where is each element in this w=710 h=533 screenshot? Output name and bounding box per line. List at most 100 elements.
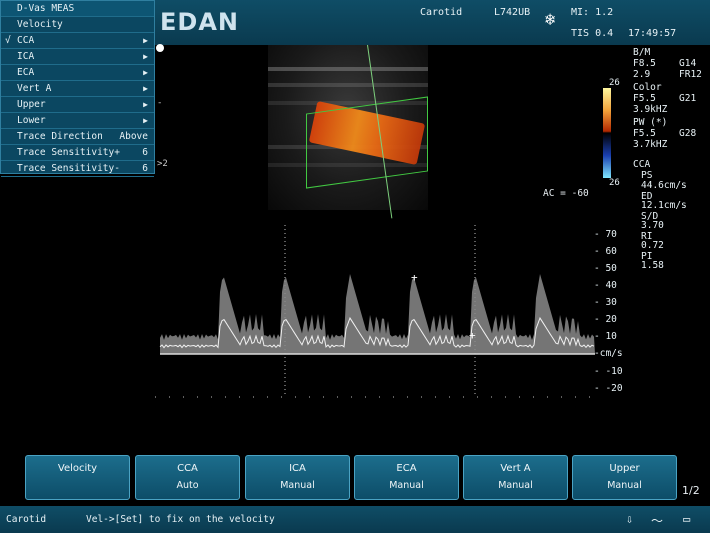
svg-text:+: + xyxy=(469,329,476,342)
ps-value: 44.6cm/s xyxy=(641,180,687,191)
softkey-label: Velocity xyxy=(57,463,98,474)
status-hint: Vel->[Set] to fix on the velocity xyxy=(86,514,275,525)
softkey-eca-button[interactable]: ECA Manual xyxy=(354,455,459,500)
colorbar-top-label: 26 xyxy=(609,78,620,88)
orientation-dot xyxy=(156,44,164,52)
menu-title: D-Vas MEAS xyxy=(1,1,154,17)
depth-tick: - xyxy=(157,98,163,108)
menu-item-cca[interactable]: √ CCA ▶ xyxy=(1,33,154,49)
ed-label: ED xyxy=(641,191,653,202)
velocity-scale-label: - 20 xyxy=(594,314,617,325)
menu-item-label: Lower xyxy=(17,115,46,126)
color-gain: G21 xyxy=(679,93,697,104)
menu-item-lower[interactable]: Lower ▶ xyxy=(1,113,154,129)
bm-depth: 2.9 xyxy=(633,69,651,80)
usb-icon: ⇩ xyxy=(626,512,634,526)
softkey-label: ICA xyxy=(289,463,306,474)
bm-freq: F8.5 xyxy=(633,58,656,69)
pw-freq: F5.5 xyxy=(633,128,656,139)
pw-prf: 3.7kHZ xyxy=(633,139,668,150)
svg-text:+: + xyxy=(411,271,418,284)
menu-item-label: ICA xyxy=(17,51,35,62)
meas-vessel: CCA xyxy=(633,159,651,170)
softkey-cca-button[interactable]: CCA Auto xyxy=(135,455,240,500)
softkey-upper-button[interactable]: Upper Manual xyxy=(572,455,677,500)
menu-item-label: Upper xyxy=(17,99,46,110)
color-freq: F5.5 xyxy=(633,93,656,104)
clock: 17:49:57 xyxy=(628,28,677,39)
menu-item-upper[interactable]: Upper ▶ xyxy=(1,97,154,113)
bm-frame-rate: FR12 xyxy=(679,69,702,80)
softkey-label: CCA xyxy=(177,463,198,474)
mi-value: MI: 1.2 xyxy=(571,7,614,18)
pw-gain: G28 xyxy=(679,128,697,139)
edan-logo: EDAN xyxy=(160,8,239,36)
softkey-sublabel: Auto xyxy=(176,480,199,491)
menu-item-value: 6 xyxy=(142,163,148,174)
chevron-right-icon: ▶ xyxy=(143,116,148,125)
colorbar-bottom-label: 26 xyxy=(609,178,620,188)
chevron-right-icon: ▶ xyxy=(143,68,148,77)
sd-value: 3.70 xyxy=(641,220,664,231)
status-exam: Carotid xyxy=(6,514,47,525)
softkey-label: ECA xyxy=(396,463,417,474)
doppler-spectrum: + + xyxy=(155,225,595,398)
menu-item-velocity[interactable]: Velocity xyxy=(1,17,154,33)
softkey-label: Vert A xyxy=(500,463,531,474)
ed-value: 12.1cm/s xyxy=(641,200,687,211)
menu-item-label: ECA xyxy=(17,67,35,78)
menu-item-label: Vert A xyxy=(17,83,52,94)
menu-item-label: Velocity xyxy=(17,19,63,30)
ri-value: 0.72 xyxy=(641,240,664,251)
battery-icon: ▭ xyxy=(683,512,691,526)
softkey-sublabel: Manual xyxy=(607,480,642,491)
velocity-scale-label: - -10 xyxy=(594,366,623,377)
softkey-ica-button[interactable]: ICA Manual xyxy=(245,455,350,500)
measurement-menu: D-Vas MEAS Velocity √ CCA ▶ ICA ▶ ECA ▶ Vert A ▶ U… xyxy=(0,0,155,177)
probe-name: L742UB xyxy=(494,7,531,18)
tis-value: TIS 0.4 xyxy=(571,28,614,39)
menu-item-label: CCA xyxy=(17,35,35,46)
softkey-velocity-button[interactable]: Velocity xyxy=(25,455,130,500)
menu-item-value: Above xyxy=(119,131,148,142)
menu-item-vert-a[interactable]: Vert A ▶ xyxy=(1,81,154,97)
menu-item-label: Trace Direction xyxy=(17,131,103,142)
bm-gain: G14 xyxy=(679,58,697,69)
softkey-sublabel: Manual xyxy=(389,480,424,491)
ecg-icon: 〜 xyxy=(651,514,664,528)
pi-value: 1.58 xyxy=(641,260,664,271)
menu-item-value: 6 xyxy=(142,147,148,158)
chevron-right-icon: ▶ xyxy=(143,100,148,109)
menu-item-label: Trace Sensitivity- xyxy=(17,163,120,174)
menu-item-eca[interactable]: ECA ▶ xyxy=(1,65,154,81)
status-bar: Carotid Vel->[Set] to fix on the velocit… xyxy=(0,506,710,533)
velocity-scale-label: - 60 xyxy=(594,246,617,257)
softkey-sublabel: Manual xyxy=(498,480,533,491)
page-indicator: 1/2 xyxy=(682,484,700,497)
menu-item-trace-sensitivity-[interactable]: Trace Sensitivity- 6 xyxy=(1,161,154,177)
pw-title: PW (*) xyxy=(633,117,668,128)
color-scale-bar xyxy=(603,88,611,178)
snowflake-icon: ❄ xyxy=(545,10,556,30)
velocity-scale-label: - 50 xyxy=(594,263,617,274)
menu-item-label: Trace Sensitivity+ xyxy=(17,147,120,158)
softkey-sublabel: Manual xyxy=(280,480,315,491)
menu-item-ica[interactable]: ICA ▶ xyxy=(1,49,154,65)
sd-label: S/D xyxy=(641,211,659,222)
menu-item-trace-sensitivity-[interactable]: Trace Sensitivity+ 6 xyxy=(1,145,154,161)
menu-item-trace-direction[interactable]: Trace Direction Above xyxy=(1,129,154,145)
velocity-scale-label: - 40 xyxy=(594,280,617,291)
color-prf: 3.9kHZ xyxy=(633,104,668,115)
bm-title: B/M xyxy=(633,47,651,58)
velocity-scale-label: - -20 xyxy=(594,383,623,394)
check-icon: √ xyxy=(5,35,11,46)
chevron-right-icon: ▶ xyxy=(143,84,148,93)
exam-name: Carotid xyxy=(420,7,463,18)
pi-label: PI xyxy=(641,251,653,262)
chevron-right-icon: ▶ xyxy=(143,52,148,61)
focus-marker: >2 xyxy=(157,159,168,169)
softkey-vert-a-button[interactable]: Vert A Manual xyxy=(463,455,568,500)
angle-correction: AC = -60 xyxy=(543,188,589,199)
velocity-scale-label: -cm/s xyxy=(594,348,623,359)
ps-label: PS xyxy=(641,170,653,181)
